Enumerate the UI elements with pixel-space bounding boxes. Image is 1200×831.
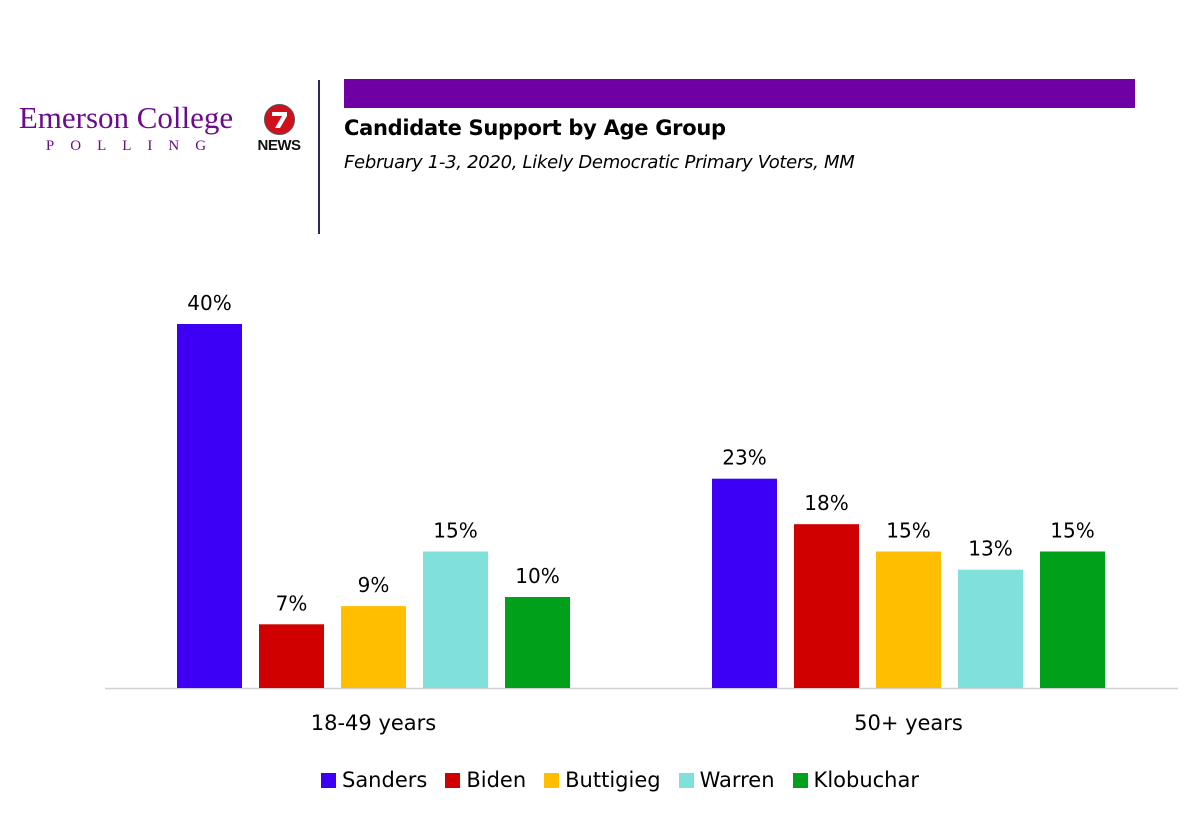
- bar-biden-1: [259, 624, 324, 688]
- header-divider: [318, 80, 320, 234]
- title-bar: [344, 79, 1135, 108]
- emerson-college-logo: Emerson College POLLING: [6, 100, 246, 155]
- chart-legend: Sanders Biden Buttigieg Warren Klobuchar: [0, 768, 1200, 792]
- bar-klobuchar-2: [1040, 551, 1105, 688]
- data-label-warren-1: 15%: [433, 519, 477, 543]
- data-label-sanders-2: 23%: [722, 446, 766, 470]
- legend-label-sanders: Sanders: [341, 768, 428, 792]
- legend-swatch-sanders: [320, 772, 336, 788]
- bar-buttigieg-1: [341, 606, 406, 688]
- data-label-biden-2: 18%: [804, 491, 848, 515]
- 7news-logo: NEWS: [249, 104, 311, 160]
- data-label-klobuchar-1: 10%: [515, 564, 559, 588]
- legend-label-warren: Warren: [699, 768, 775, 792]
- data-label-klobuchar-2: 15%: [1050, 519, 1094, 543]
- bar-klobuchar-1: [505, 597, 570, 688]
- legend-label-klobuchar: Klobuchar: [813, 768, 919, 792]
- legend-swatch-klobuchar: [792, 772, 808, 788]
- category-label-2: 50+ years: [854, 711, 963, 735]
- emerson-logo-sub: POLLING: [45, 138, 223, 154]
- bar-sanders-1: [177, 324, 242, 688]
- bar-biden-2: [794, 524, 859, 688]
- data-label-warren-2: 13%: [968, 537, 1012, 561]
- bar-buttigieg-2: [876, 551, 941, 688]
- data-label-biden-1: 7%: [276, 591, 308, 615]
- category-label-1: 18-49 years: [311, 711, 437, 735]
- bar-warren-2: [958, 569, 1023, 688]
- legend-item-sanders: Sanders: [320, 768, 428, 792]
- chart-subtitle: February 1-3, 2020, Likely Democratic Pr…: [344, 152, 855, 173]
- data-label-buttigieg-1: 9%: [358, 573, 390, 597]
- emerson-logo-name: Emerson College: [18, 100, 234, 135]
- data-label-sanders-1: 40%: [187, 291, 231, 315]
- 7news-badge-icon: [264, 104, 295, 135]
- legend-swatch-biden: [445, 772, 461, 788]
- legend-label-buttigieg: Buttigieg: [565, 768, 661, 792]
- legend-item-klobuchar: Klobuchar: [792, 768, 919, 792]
- legend-label-biden: Biden: [466, 768, 527, 792]
- chart-title: Candidate Support by Age Group: [344, 116, 726, 140]
- legend-swatch-warren: [678, 772, 694, 788]
- 7news-word: NEWS: [257, 137, 302, 154]
- legend-swatch-buttigieg: [544, 772, 560, 788]
- bar-warren-1: [423, 551, 488, 688]
- legend-item-warren: Warren: [678, 768, 775, 792]
- data-label-buttigieg-2: 15%: [886, 519, 930, 543]
- legend-item-biden: Biden: [445, 768, 526, 792]
- bar-sanders-2: [712, 478, 777, 688]
- legend-item-buttigieg: Buttigieg: [544, 768, 661, 792]
